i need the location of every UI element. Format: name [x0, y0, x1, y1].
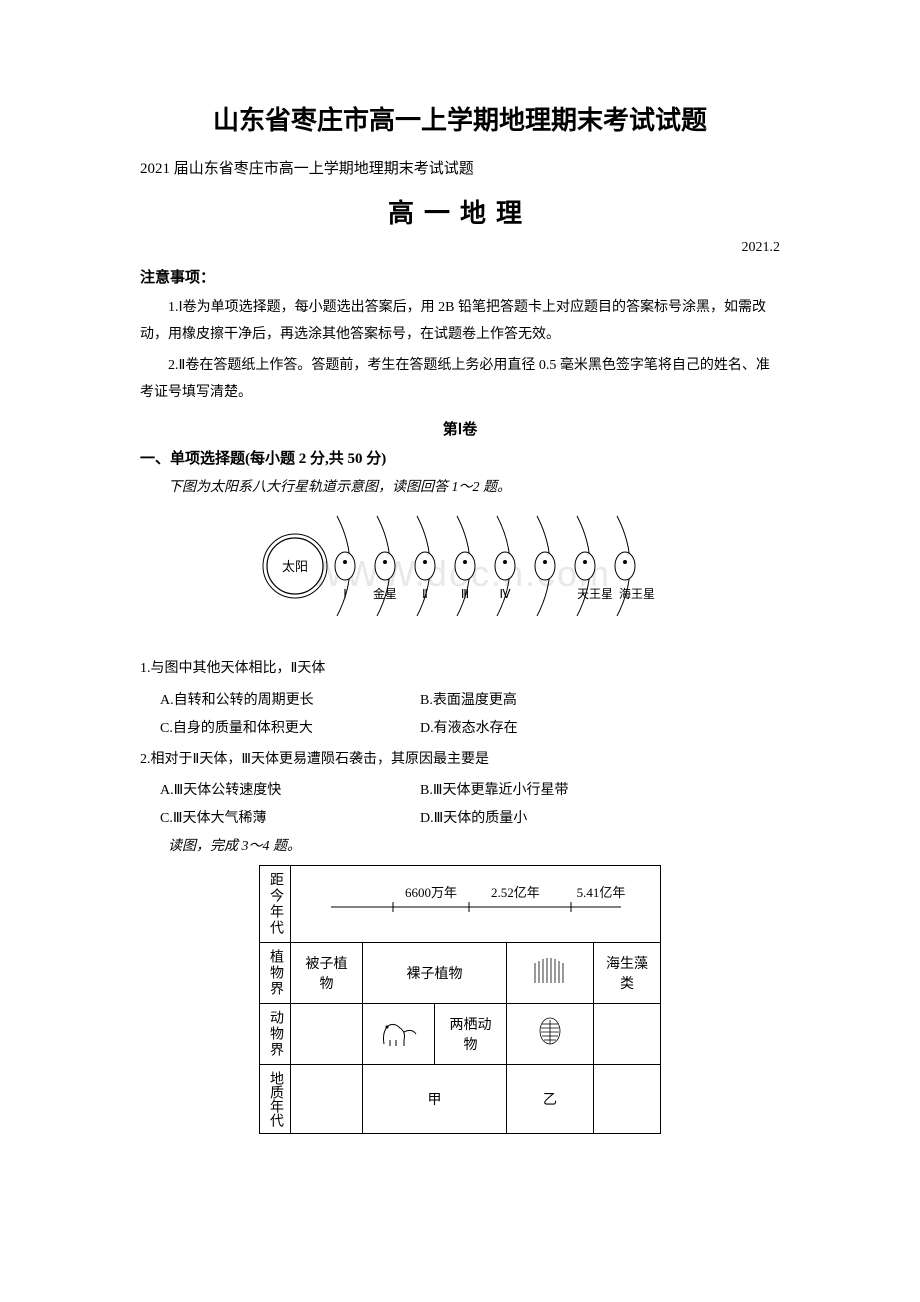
timeline-svg: 6600万年 2.52亿年 5.41亿年 [321, 883, 631, 919]
intro-2: 读图，完成 3～4 题。 [140, 835, 780, 855]
row2-cell-0 [291, 1003, 363, 1064]
trilobite-icon [530, 1014, 570, 1049]
q2-option-c: C.Ⅲ天体大气稀薄 [160, 806, 420, 831]
intro-1: 下图为太阳系八大行星轨道示意图，读图回答 1～2 题。 [140, 476, 780, 496]
row3-cell-4 [594, 1064, 661, 1133]
date-text: 2021.2 [140, 240, 780, 256]
subject-heading: 高一地理 [140, 193, 780, 230]
solar-system-figure: WWW.doc.n.com 太阳 Ⅰ金星ⅡⅢⅣ天王星海王星 [140, 506, 780, 641]
q2-option-b: B.Ⅲ天体更靠近小行星带 [420, 778, 780, 803]
svg-text:2.52亿年: 2.52亿年 [491, 885, 540, 900]
mcq-label: 一、单项选择题(每小题 2 分,共 50 分) [140, 447, 780, 468]
geo-table-container: 距今年代 6600万年 2.52亿年 5.41亿年 植物界 被子植物 [140, 865, 780, 1134]
row2-cell-4 [594, 1003, 661, 1064]
q2-option-d: D.Ⅲ天体的质量小 [420, 806, 780, 831]
svg-text:海王星: 海王星 [619, 586, 655, 601]
q2-text: 2.相对于Ⅱ天体，Ⅲ天体更易遭陨石袭击，其原因最主要是 [140, 747, 780, 772]
solar-system-svg: 太阳 Ⅰ 金星 Ⅱ Ⅲ Ⅳ 天王星海王星 [240, 506, 680, 636]
q2-option-a: A.Ⅲ天体公转速度快 [160, 778, 420, 803]
row1-cell-1: 裸子植物 [363, 942, 507, 1003]
row3-cell-0 [291, 1064, 363, 1133]
dinosaur-icon [376, 1014, 421, 1049]
svg-text:Ⅰ: Ⅰ [343, 587, 347, 601]
row1-cell-2 [507, 942, 594, 1003]
row1-cell-0: 被子植物 [291, 942, 363, 1003]
svg-text:5.41亿年: 5.41亿年 [576, 885, 625, 900]
q1-text: 1.与图中其他天体相比，Ⅱ天体 [140, 656, 780, 681]
fern-icon [525, 955, 575, 985]
q1-option-d: D.有液态水存在 [420, 716, 780, 741]
header-times-cell: 6600万年 2.52亿年 5.41亿年 [291, 865, 661, 942]
row3-cell-1: 甲 [363, 1064, 507, 1133]
row3-cell-3: 乙 [507, 1064, 594, 1133]
svg-text:天王星: 天王星 [577, 587, 613, 601]
q1-option-c: C.自身的质量和体积更大 [160, 716, 420, 741]
header-row-label: 距今年代 [260, 865, 291, 942]
svg-text:Ⅱ: Ⅱ [422, 587, 428, 601]
row2-cell-2: 两栖动物 [435, 1003, 507, 1064]
notice-label: 注意事项： [140, 266, 780, 287]
notice-item-1: 1.Ⅰ卷为单项选择题，每小题选出答案后，用 2B 铅笔把答题卡上对应题目的答案标… [140, 295, 780, 348]
row2-cell-3 [507, 1003, 594, 1064]
row3-label: 地质年代 [260, 1064, 291, 1133]
q1-option-a: A.自转和公转的周期更长 [160, 688, 420, 713]
row1-cell-3: 海生藻类 [594, 942, 661, 1003]
svg-text:金星: 金星 [373, 586, 397, 601]
sun-label: 太阳 [282, 559, 308, 574]
main-title: 山东省枣庄市高一上学期地理期末考试试题 [140, 100, 780, 137]
row2-cell-1 [363, 1003, 435, 1064]
geo-table: 距今年代 6600万年 2.52亿年 5.41亿年 植物界 被子植物 [259, 865, 661, 1134]
svg-text:Ⅲ: Ⅲ [461, 587, 469, 601]
svg-text:6600万年: 6600万年 [404, 885, 456, 900]
subtitle-line: 2021 届山东省枣庄市高一上学期地理期末考试试题 [140, 157, 780, 178]
notice-item-2: 2.Ⅱ卷在答题纸上作答。答题前，考生在答题纸上务必用直径 0.5 毫米黑色签字笔… [140, 353, 780, 406]
section-heading: 第Ⅰ卷 [140, 418, 780, 439]
svg-text:Ⅳ: Ⅳ [499, 587, 510, 601]
row1-label: 植物界 [260, 942, 291, 1003]
q1-option-b: B.表面温度更高 [420, 688, 780, 713]
row2-label: 动物界 [260, 1003, 291, 1064]
